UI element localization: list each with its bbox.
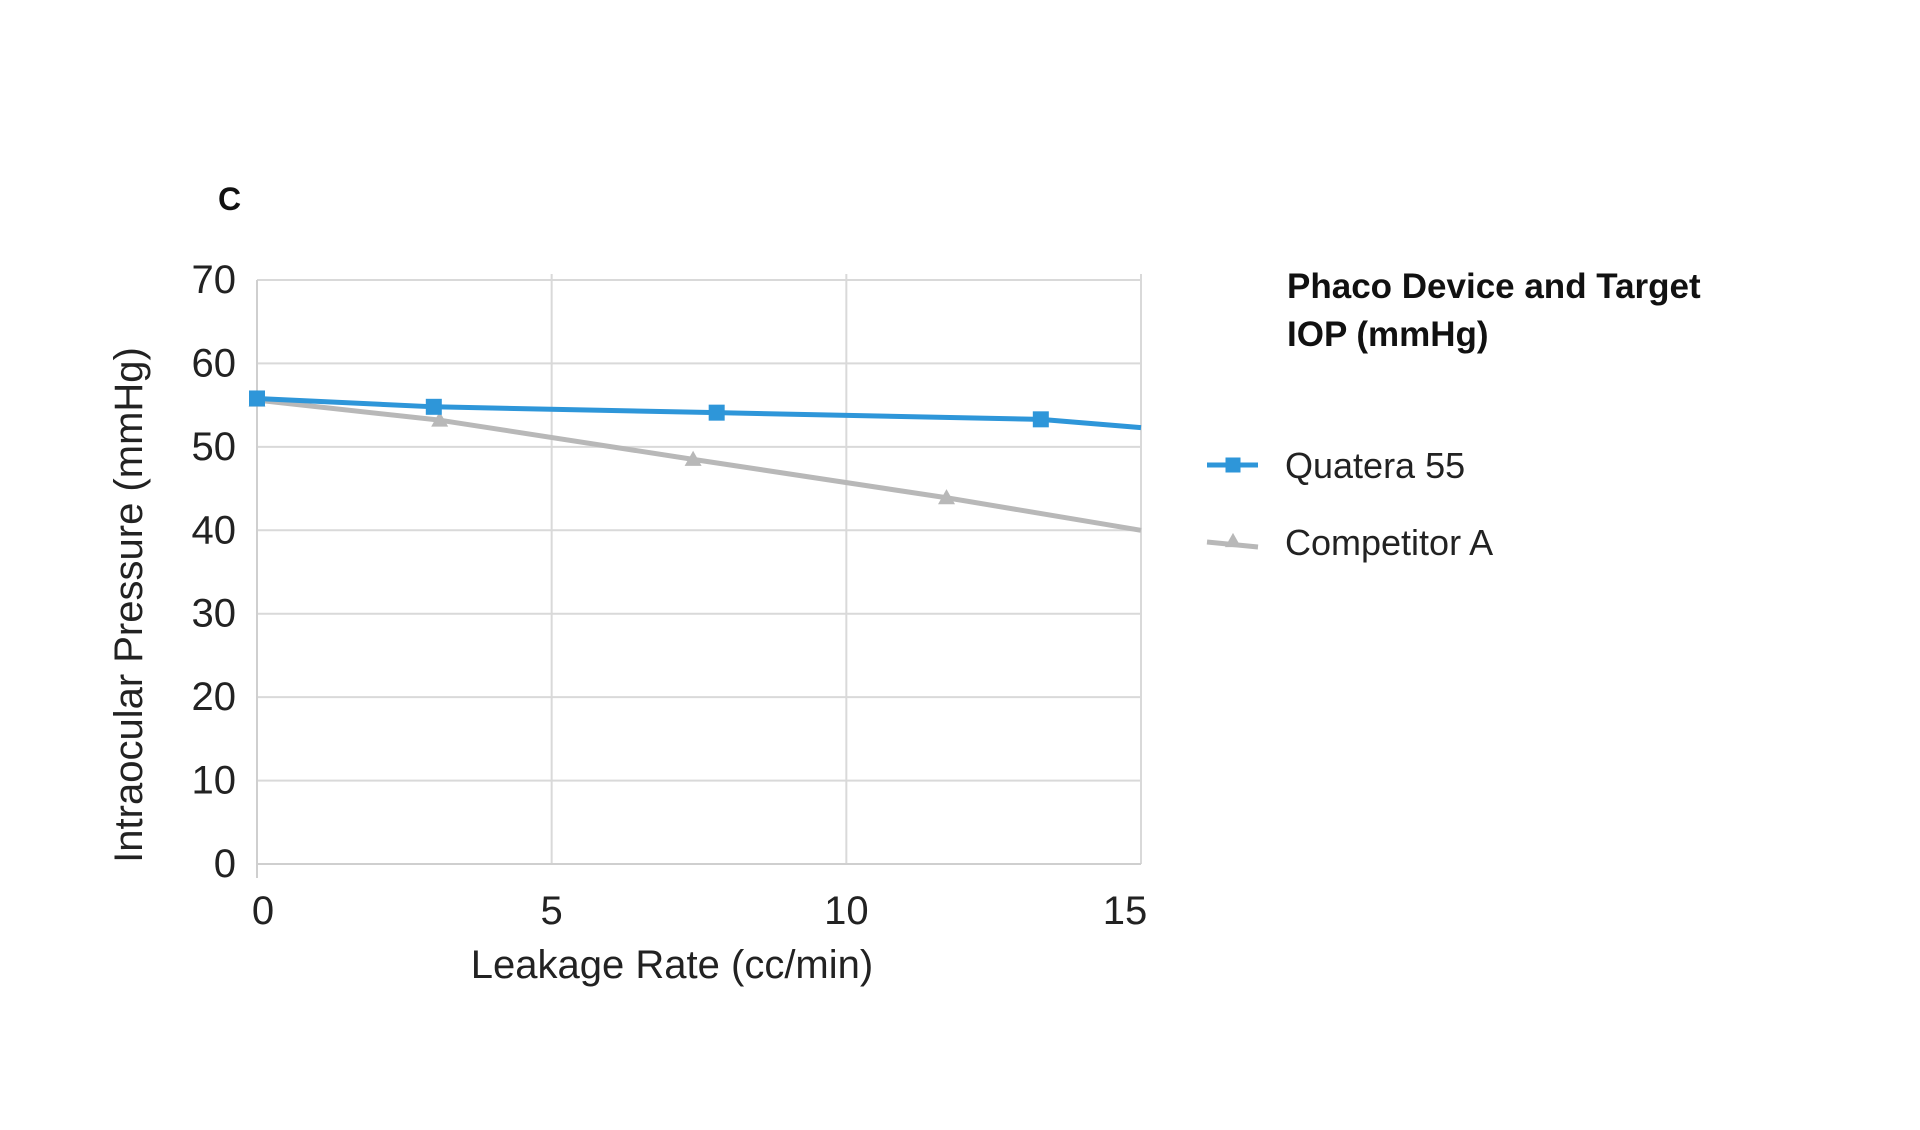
grid [257,274,1142,864]
legend-label: Competitor A [1285,522,1493,563]
panel-label: C [218,181,241,217]
legend-title: Phaco Device and Target IOP (mmHg) [1287,267,1710,354]
legend-items: Quatera 55 Competitor A [1206,445,1493,563]
series-layer [248,390,1142,533]
y-tick-label: 60 [192,341,237,385]
x-tick-label: 10 [824,889,869,933]
data-point [425,398,442,415]
y-tick-label: 10 [192,759,237,803]
data-point [431,411,449,427]
legend-title-line-1: Phaco Device and Target [1287,267,1701,306]
legend-label: Quatera 55 [1285,445,1465,486]
legend-item: Quatera 55 [1207,445,1465,486]
data-point [684,450,702,466]
data-point [249,390,265,407]
y-tick-label: 50 [192,425,237,469]
y-tick-label: 20 [192,675,237,719]
x-tick-label: 5 [541,889,563,933]
x-axis-label: Leakage Rate (cc/min) [471,943,873,987]
y-tick-label: 0 [214,842,236,886]
series-quatera-55 [249,390,1142,431]
x-tick-label: 15 [1103,889,1148,933]
data-point [708,404,725,421]
legend-item: Competitor A [1206,522,1493,563]
legend: Phaco Device and Target IOP (mmHg) Quate… [1206,267,1710,563]
axes: 0 10 20 30 40 50 60 70 0 5 10 15 [192,258,1148,933]
data-point [1032,411,1049,428]
y-tick-label: 70 [192,258,237,302]
legend-swatch-marker [1225,457,1241,473]
legend-title-line-2: IOP (mmHg) [1287,315,1489,354]
x-tick-label: 0 [252,889,274,933]
legend-swatch-marker [1225,532,1241,548]
y-tick-label: 40 [192,508,237,552]
y-axis-label: Intraocular Pressure (mmHg) [107,347,151,863]
y-tick-label: 30 [192,592,237,636]
data-point [938,489,956,505]
